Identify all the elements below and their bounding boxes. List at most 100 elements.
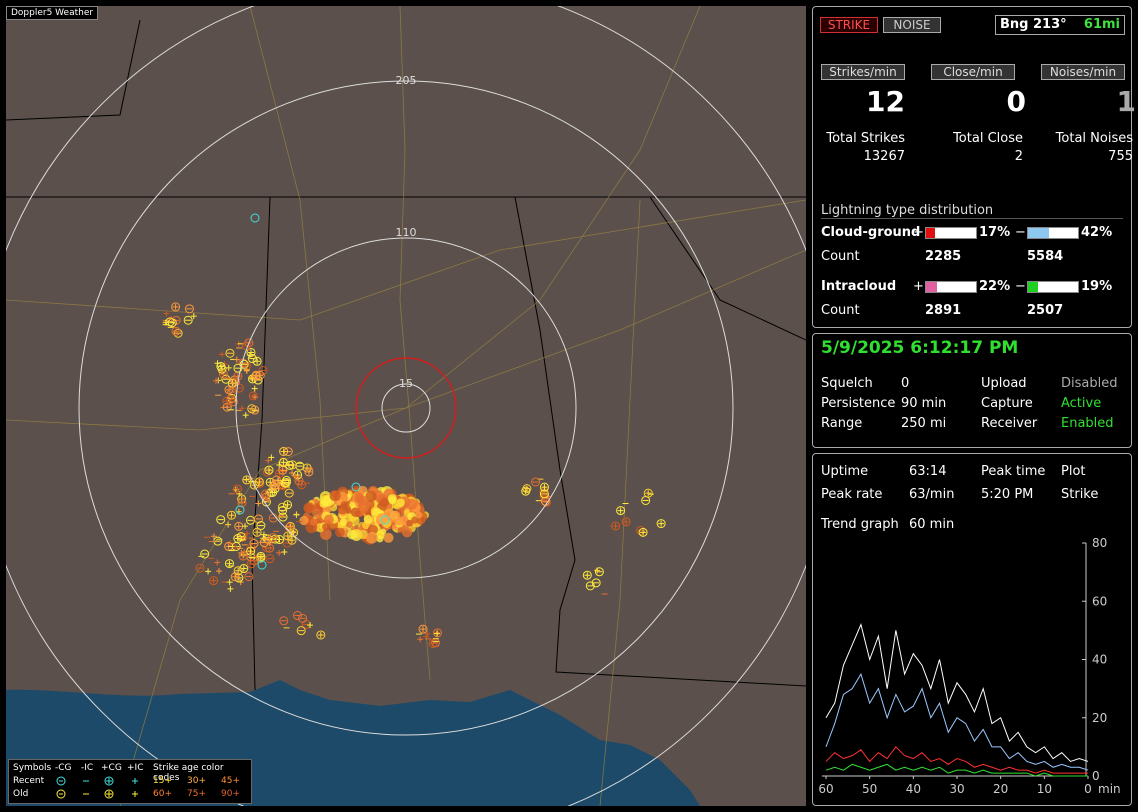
strike-symbol: [209, 576, 219, 586]
strike-symbol: [228, 397, 238, 407]
strike-symbol: [224, 385, 234, 395]
strike-dot: [406, 519, 414, 527]
strike-symbol: [250, 213, 260, 223]
strike-symbol: [623, 518, 630, 525]
strike-dot: [340, 501, 348, 509]
bar-box: [1027, 281, 1079, 293]
strike-symbol: [254, 529, 261, 536]
strike-symbol: [249, 539, 259, 549]
strike-symbol: [612, 522, 619, 529]
strike-dot: [334, 527, 345, 538]
stat-value: 63:14: [909, 464, 947, 479]
strike-symbol: [591, 578, 601, 588]
strike-symbol: [249, 556, 259, 566]
strike-symbol: [233, 533, 243, 543]
distribution-title: Lightning type distribution: [821, 203, 1123, 219]
rate-value: 1: [1116, 85, 1136, 118]
strike-symbol: [287, 523, 294, 530]
strike-symbol: [239, 499, 246, 506]
strike-dot: [406, 498, 418, 510]
noise-button[interactable]: NOISE: [883, 17, 941, 33]
strike-symbol: [250, 392, 257, 399]
setting-label: Persistence: [821, 396, 896, 411]
strike-symbol: [214, 559, 221, 566]
strike-symbol: [256, 521, 266, 531]
strike-symbol: [616, 506, 626, 516]
strike-symbol: [284, 501, 291, 508]
strike-dot: [380, 528, 387, 535]
strike-symbol: [244, 338, 254, 348]
strike-symbol: [243, 366, 250, 373]
strike-symbol: [542, 497, 552, 507]
strike-symbol: [434, 630, 441, 637]
radar-map: 205 110 15: [6, 6, 806, 806]
count: 2507: [1027, 303, 1064, 318]
strike-symbol: [282, 538, 292, 548]
strike-symbol: [251, 385, 258, 392]
strike-dot: [329, 490, 341, 502]
strike-symbol: [293, 511, 300, 518]
strike-symbol: [246, 546, 256, 556]
strike-symbol: [351, 482, 361, 492]
strike-dot: [322, 522, 331, 532]
strike-dot: [358, 530, 368, 540]
count-label: Count: [821, 303, 860, 318]
bar-fill: [1028, 282, 1038, 292]
setting-value: Disabled: [1061, 376, 1118, 391]
strike-dot: [363, 514, 373, 524]
strike-symbol: [216, 568, 223, 575]
strike-symbol: [260, 531, 267, 538]
rate-label: Close/min: [931, 64, 1015, 80]
strike-symbol: [539, 489, 549, 499]
strike-symbol: [283, 500, 293, 510]
strike-symbol: [293, 611, 303, 621]
strike-symbol: [249, 480, 259, 490]
bar-box: [1027, 227, 1079, 239]
strike-symbol: [290, 529, 297, 536]
strike-symbol: [239, 405, 246, 412]
strike-symbol: [238, 551, 248, 561]
stat-label: Peak rate: [821, 487, 883, 502]
strike-symbol: [233, 363, 243, 373]
strike-symbol: [168, 315, 175, 322]
strike-symbol: [242, 475, 252, 485]
strike-symbol: [239, 564, 249, 574]
strike-symbol: [212, 377, 219, 384]
strike-symbol: [234, 373, 241, 380]
strike-symbol: [268, 454, 275, 461]
strike-symbol: [233, 356, 240, 363]
strike-dot: [358, 501, 370, 513]
setting-label: Receiver: [981, 416, 1038, 431]
strike-symbol: [268, 533, 278, 543]
strike-symbol: [271, 475, 281, 485]
strike-symbol: [218, 366, 225, 373]
setting-value: Enabled: [1061, 416, 1114, 431]
strike-symbol: [522, 484, 532, 494]
legend-icons: [56, 776, 138, 799]
strike-symbol: [235, 505, 245, 515]
strike-symbol: [640, 529, 647, 536]
strike-symbol: [256, 478, 263, 485]
strike-symbol: [261, 489, 271, 499]
strike-symbol: [210, 533, 217, 540]
strike-symbol: [248, 391, 258, 401]
age-code: 90+: [221, 789, 240, 799]
strike-symbol: [252, 527, 262, 537]
strike-symbol: [251, 370, 261, 380]
age-code: 30+: [187, 776, 206, 786]
bar-box: [925, 227, 977, 239]
setting-label: Upload: [981, 376, 1027, 391]
strike-symbol: [272, 481, 279, 488]
strike-symbol: [380, 515, 390, 525]
strike-symbol: [307, 622, 314, 629]
bar-fill: [926, 228, 935, 238]
strike-symbol: [289, 461, 296, 468]
strike-dot: [299, 515, 309, 526]
strike-button[interactable]: STRIKE: [820, 17, 878, 33]
strike-symbol: [257, 555, 264, 562]
strike-symbol: [258, 365, 268, 375]
strike-symbol: [243, 530, 250, 537]
count-label: Count: [821, 249, 860, 264]
strike-symbol: [418, 624, 428, 634]
percent: 17%: [979, 225, 1011, 240]
